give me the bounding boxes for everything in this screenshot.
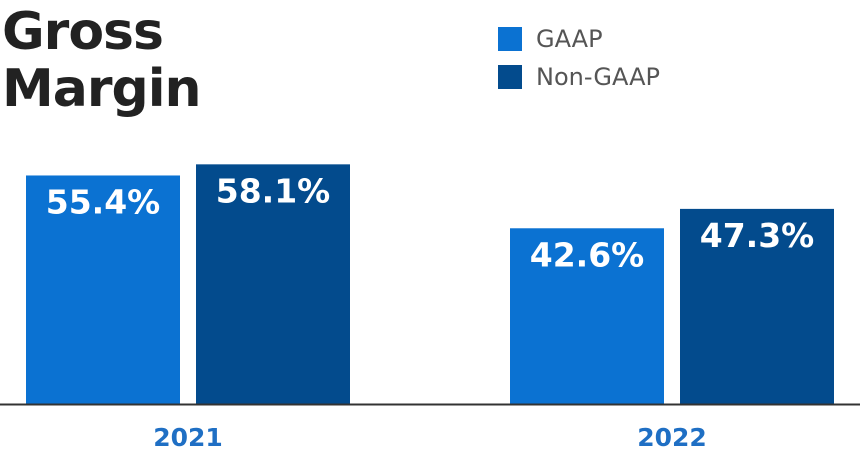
legend-swatch-non-gaap: [498, 65, 522, 89]
legend-label-gaap: GAAP: [536, 25, 603, 53]
x-tick-label-2022: 2022: [637, 423, 707, 452]
legend-swatch-gaap: [498, 27, 522, 51]
legend: GAAP Non-GAAP: [498, 20, 660, 96]
bar-2021-gaap: [26, 175, 180, 404]
bar-2022-gaap: [510, 228, 664, 404]
bar-2021-non-gaap: [196, 164, 350, 404]
bar-label-2021-gaap: 55.4%: [46, 182, 161, 221]
bar-label-2021-non-gaap: 58.1%: [216, 171, 331, 210]
chart-title: Gross Margin: [2, 2, 202, 119]
legend-item-non-gaap: Non-GAAP: [498, 58, 660, 96]
bar-2022-non-gaap: [680, 208, 834, 404]
chart-title-line-2: Margin: [2, 59, 202, 119]
bar-label-2022-non-gaap: 47.3%: [700, 216, 815, 255]
bar-label-2022-gaap: 42.6%: [530, 235, 645, 274]
legend-label-non-gaap: Non-GAAP: [536, 63, 660, 91]
chart-title-line-1: Gross: [2, 2, 164, 62]
x-tick-label-2021: 2021: [153, 423, 223, 452]
legend-item-gaap: GAAP: [498, 20, 660, 58]
